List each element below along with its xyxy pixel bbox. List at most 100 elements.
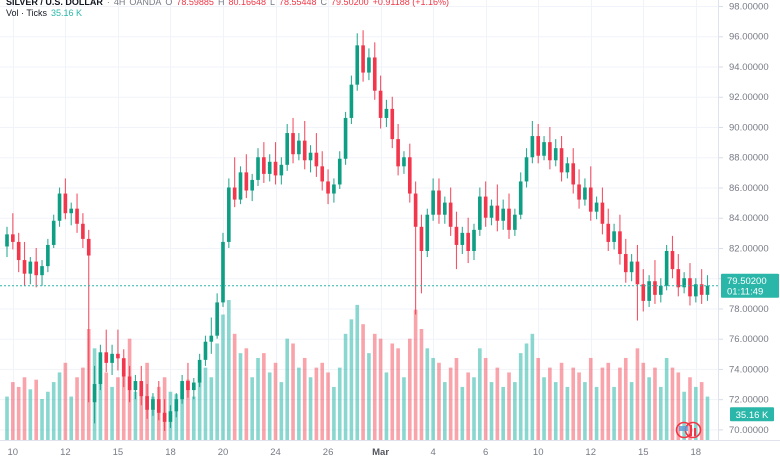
legend-symbol-row[interactable]: SILVER / U.S. DOLLAR · 4H OANDA O 78.5988… xyxy=(6,0,449,8)
volume-bar xyxy=(600,367,605,440)
candle-body xyxy=(454,226,459,245)
candle-body xyxy=(69,208,74,214)
volume-bar xyxy=(262,353,266,440)
volume-series xyxy=(5,300,710,440)
volume-bar xyxy=(151,396,155,440)
legend-volume-row[interactable]: Vol · Ticks 35.16 K xyxy=(6,8,449,19)
volume-bar xyxy=(343,333,348,440)
candle-body xyxy=(513,214,517,230)
volume-bar xyxy=(28,389,33,440)
candle-body xyxy=(443,202,447,215)
volume-bar xyxy=(244,348,249,440)
price-axis-label: 88.00000 xyxy=(729,153,769,164)
volume-bar xyxy=(676,372,681,440)
volume-bar xyxy=(501,386,505,440)
volume-bar xyxy=(658,386,663,440)
volume-bar xyxy=(40,398,44,440)
volume-bar xyxy=(606,362,611,440)
candle-body xyxy=(34,261,38,276)
legend-interval[interactable]: 4H xyxy=(113,0,126,7)
legend-volume-name[interactable]: Vol · Ticks xyxy=(6,8,48,18)
price-badge-countdown: 01:11:49 xyxy=(727,287,763,298)
volume-bar xyxy=(75,377,79,440)
volume-bar xyxy=(419,329,424,440)
volume-bar xyxy=(431,357,435,440)
volume-bar xyxy=(297,367,301,440)
candle-body xyxy=(285,133,290,165)
volume-bar xyxy=(186,379,190,440)
candle-body xyxy=(308,152,313,161)
candle-body xyxy=(676,269,681,288)
x-axis[interactable]: 10 12 15 18 20 24 26 Mar 4 6 10 12 15 18 xyxy=(8,447,702,458)
candle-body xyxy=(320,166,325,182)
logo-bar-1 xyxy=(690,425,692,436)
candle-body xyxy=(641,284,646,301)
volume-bar xyxy=(694,386,698,440)
candle-body xyxy=(507,208,511,230)
volume-bar xyxy=(530,333,535,440)
legend-symbol[interactable]: SILVER / U.S. DOLLAR xyxy=(6,0,103,7)
volume-bar xyxy=(378,338,383,440)
candle-body xyxy=(256,157,260,180)
candle-body xyxy=(110,353,114,363)
volume-bar xyxy=(635,348,640,440)
candle-body xyxy=(705,285,710,295)
candle-body xyxy=(174,399,179,412)
volume-bar xyxy=(559,362,564,440)
volume-bar xyxy=(98,367,103,440)
volume-bar xyxy=(197,374,202,440)
candle-body xyxy=(623,254,628,273)
volume-bar xyxy=(483,357,488,440)
price-axis-label: 92.00000 xyxy=(729,92,769,103)
candle-body xyxy=(413,193,418,227)
volume-bar xyxy=(612,386,616,440)
candle-body xyxy=(151,399,155,410)
candle-body xyxy=(63,193,68,214)
volume-bar xyxy=(221,314,225,440)
candle-body xyxy=(98,352,103,385)
candle-body xyxy=(553,148,558,161)
candle-body xyxy=(571,163,576,185)
volume-bar xyxy=(215,343,219,440)
candle-body xyxy=(664,251,669,286)
volume-bar xyxy=(536,357,541,440)
price-axis-label: 98.00000 xyxy=(729,1,769,12)
candle-body xyxy=(180,381,184,400)
candle-body xyxy=(40,266,44,276)
volume-bar xyxy=(180,384,184,440)
candle-body xyxy=(600,202,605,224)
candle-body xyxy=(559,148,564,173)
candle-body xyxy=(238,172,243,200)
volume-bar xyxy=(11,382,15,440)
candle-body xyxy=(203,341,208,360)
candle-body xyxy=(448,202,453,227)
volume-badge[interactable]: 35.16 K xyxy=(730,407,774,422)
volume-bar xyxy=(355,304,360,440)
candle-body xyxy=(688,278,692,297)
candle-body xyxy=(524,157,529,182)
volume-bar xyxy=(110,386,114,440)
volume-bar xyxy=(396,348,400,440)
candle-body xyxy=(478,196,482,230)
candle-body xyxy=(437,190,441,215)
candle-body xyxy=(419,226,424,251)
candle-body xyxy=(209,335,214,342)
candle-body xyxy=(11,234,15,242)
grid-lines-vertical xyxy=(13,0,697,440)
volume-bar xyxy=(384,372,389,440)
volume-bar xyxy=(402,377,406,440)
candle-body xyxy=(612,231,616,242)
volume-bar xyxy=(688,377,692,440)
volume-bar xyxy=(209,377,214,440)
date-axis-label: 10 xyxy=(8,447,19,458)
candle-body xyxy=(273,161,278,176)
date-axis-label: 24 xyxy=(270,447,281,458)
volume-bar xyxy=(629,382,634,440)
price-badge-value: 79.50200 xyxy=(727,276,767,287)
volume-bar xyxy=(57,372,62,440)
price-axis-label: 82.00000 xyxy=(729,243,769,254)
volume-bar xyxy=(104,372,109,440)
